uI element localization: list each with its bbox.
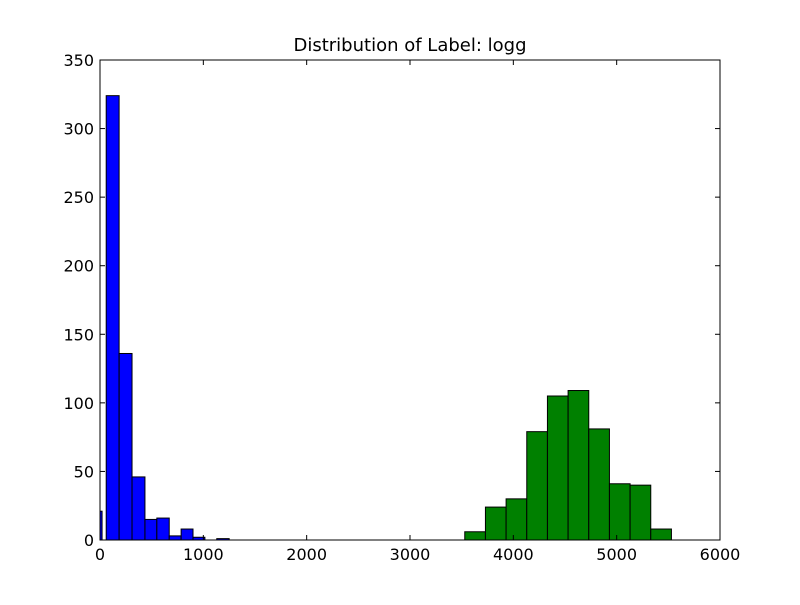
chart-title: Distribution of Label: logg (293, 35, 527, 56)
x-tick-label-4: 4000 (493, 545, 534, 564)
histogram-bar-series-0-bin-4 (144, 518, 158, 541)
histogram-bar-series-1-bin-6 (588, 428, 610, 541)
bars-layer (99, 95, 672, 541)
x-tick-label-1: 1000 (183, 545, 224, 564)
histogram-bar-series-1-bin-4 (546, 395, 569, 541)
histogram-bar-series-1-bin-0 (464, 531, 486, 541)
y-tick-label-6: 300 (63, 120, 94, 139)
x-tick-label-3: 3000 (390, 545, 431, 564)
y-tick-label-3: 150 (63, 325, 94, 344)
histogram-bar-series-1-bin-2 (505, 498, 528, 541)
y-tick-label-5: 250 (63, 188, 94, 207)
histogram-bar-series-0-bin-7 (180, 528, 194, 541)
histogram-bar-series-0-bin-5 (156, 517, 170, 541)
histogram-bar-series-1-bin-9 (650, 528, 672, 541)
y-tick-label-0: 0 (84, 531, 94, 550)
y-tick-label-2: 100 (63, 394, 94, 413)
histogram-bar-series-1-bin-7 (608, 483, 631, 541)
x-tick-label-6: 6000 (700, 545, 741, 564)
histogram-bar-series-0-bin-2 (118, 352, 133, 541)
tick-labels-layer: 0 1000 2000 3000 4000 5000 6000 0 50 100 150 200 250… (63, 51, 740, 564)
y-tick-label-7: 350 (63, 51, 94, 70)
histogram-bar-series-1-bin-5 (567, 390, 590, 541)
x-tick-label-0: 0 (95, 545, 105, 564)
ticks-layer (99, 59, 721, 541)
x-tick-label-2: 2000 (286, 545, 327, 564)
histogram-bar-series-0-bin-1 (105, 95, 120, 541)
histogram-bar-series-0-bin-3 (131, 476, 146, 541)
histogram-bar-series-1-bin-1 (484, 506, 507, 541)
plot-frame (99, 59, 721, 541)
y-tick-label-1: 50 (74, 462, 94, 481)
histogram-bar-series-1-bin-3 (526, 431, 548, 541)
y-tick-label-4: 200 (63, 257, 94, 276)
histogram-bar-series-0-bin-6 (168, 535, 182, 541)
x-tick-label-5: 5000 (596, 545, 637, 564)
histogram-bar-series-1-bin-8 (629, 484, 652, 541)
